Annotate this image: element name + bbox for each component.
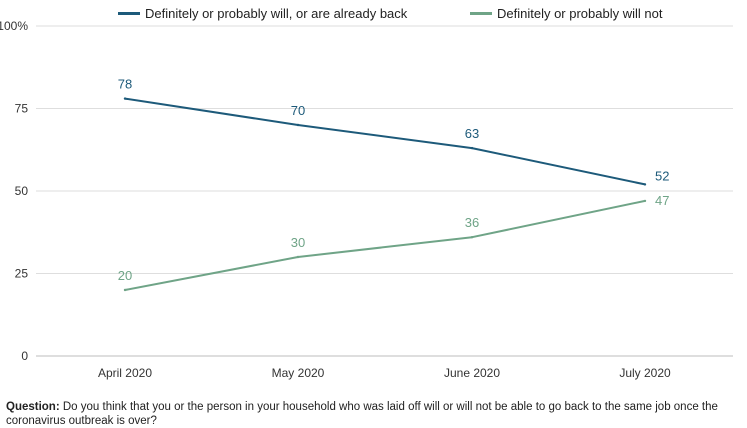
y-tick-label: 25 <box>15 267 29 281</box>
chart-legend: Definitely or probably will, or are alre… <box>0 6 747 26</box>
data-point <box>470 236 474 239</box>
data-label: 52 <box>655 168 669 183</box>
data-point <box>296 255 300 259</box>
legend-label-will-not: Definitely or probably will not <box>497 6 663 21</box>
legend-item-will-not: Definitely or probably will not <box>470 6 662 21</box>
legend-label-will: Definitely or probably will, or are alre… <box>145 6 408 21</box>
y-tick-label: 50 <box>15 184 29 198</box>
x-tick-label: July 2020 <box>619 366 671 380</box>
x-tick-label: June 2020 <box>444 366 500 380</box>
series-line-0 <box>124 97 646 186</box>
data-label: 47 <box>655 193 669 208</box>
footnote-text: Do you think that you or the person in y… <box>6 401 718 427</box>
data-label: 20 <box>118 268 132 283</box>
x-tick-label: April 2020 <box>98 366 152 380</box>
data-label: 78 <box>118 77 132 92</box>
legend-swatch-will <box>118 12 140 15</box>
y-tick-label: 75 <box>15 102 29 116</box>
data-label: 70 <box>291 103 305 118</box>
y-tick-label: 100% <box>0 19 28 33</box>
legend-swatch-will-not <box>470 12 492 15</box>
data-point <box>296 123 300 127</box>
y-tick-label: 0 <box>21 349 28 363</box>
data-point <box>643 183 647 186</box>
data-point <box>123 288 127 292</box>
legend-item-will: Definitely or probably will, or are alre… <box>118 6 407 21</box>
data-point <box>643 199 647 203</box>
footnote-label: Question: <box>6 401 60 413</box>
x-tick-label: May 2020 <box>272 366 325 380</box>
line-chart: 0 25 50 75 100% April 2020 May 2020 June 2020 Ju… <box>0 19 733 380</box>
question-footnote: Question: Do you think that you or the p… <box>6 400 741 428</box>
series-line-1 <box>124 199 646 291</box>
data-label: 36 <box>465 215 479 230</box>
data-label: 30 <box>291 235 305 250</box>
data-point <box>123 97 127 100</box>
data-label: 63 <box>465 126 479 141</box>
data-point <box>470 146 474 150</box>
